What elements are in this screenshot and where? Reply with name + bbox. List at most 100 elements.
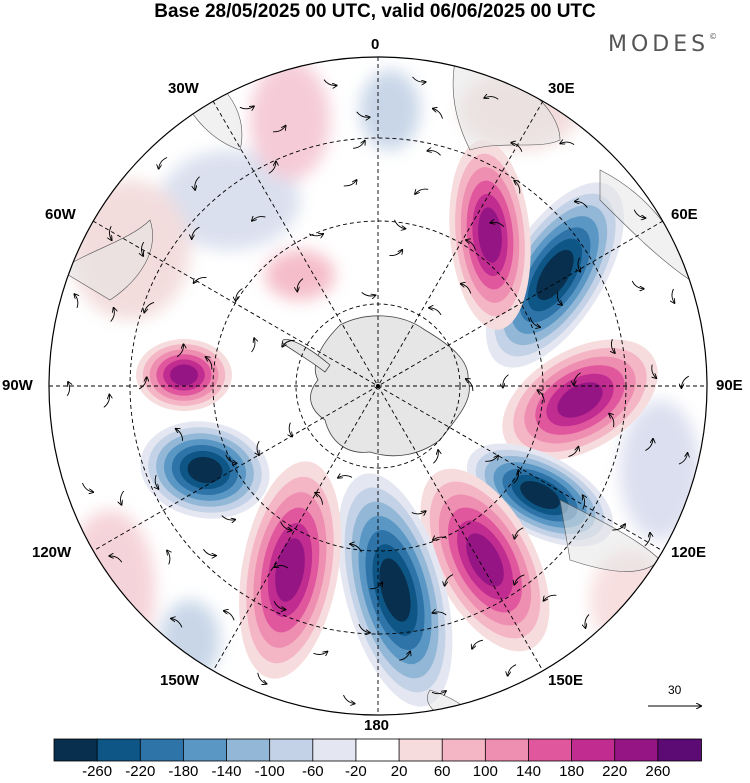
- streamline-arrow: [138, 377, 147, 390]
- colorbar-tick-label: -100: [254, 763, 285, 780]
- streamline-arrow: [82, 482, 94, 492]
- streamline-arrow: [121, 490, 125, 505]
- colorbar-tick-label: 20: [390, 763, 408, 780]
- streamline-arrow: [195, 176, 200, 190]
- streamline-arrow: [257, 672, 267, 684]
- anomaly-center-b: [486, 182, 624, 368]
- streamline-arrow: [224, 611, 235, 621]
- streamline-arrow: [171, 619, 183, 628]
- streamline-arrow: [225, 454, 237, 464]
- streamline-arrow: [466, 240, 476, 251]
- streamline-arrow: [513, 470, 519, 484]
- colorbar-tick-label: -140: [211, 763, 242, 780]
- streamline-arrow: [352, 141, 365, 149]
- streamline-arrow: [110, 308, 115, 322]
- streamline-arrow: [389, 250, 403, 257]
- streamline-arrow: [472, 639, 484, 649]
- map-boundary: [48, 56, 708, 716]
- streamline-arrow: [411, 511, 426, 514]
- lon-label-30e: 30E: [548, 80, 575, 97]
- streamline-arrow: [274, 566, 289, 569]
- streamline-arrow: [194, 276, 207, 283]
- streamline-arrow: [514, 181, 521, 194]
- colorbar-tick-label: -60: [301, 763, 324, 780]
- streamline-arrow: [644, 533, 650, 547]
- streamline-arrow: [338, 476, 353, 478]
- streamline-arrow: [490, 222, 505, 228]
- anomaly-center-d: [502, 339, 658, 461]
- streamline-arrow: [221, 515, 235, 520]
- streamline-arrow: [631, 280, 644, 289]
- streamline-arrow: [109, 225, 111, 240]
- streamline-arrow: [144, 301, 155, 312]
- colorbar-tick-label: -260: [82, 763, 113, 780]
- reference-vector-label: 30: [668, 683, 682, 697]
- antarctic-peninsula: [281, 339, 331, 373]
- streamline-arrow: [358, 624, 370, 633]
- streamline-arrow: [109, 556, 123, 563]
- lon-label-150w: 150W: [160, 672, 200, 689]
- colorbar-tick-label: 220: [602, 763, 628, 780]
- streamline-arrow: [429, 308, 442, 316]
- streamline-arrow: [239, 106, 254, 109]
- anomaly-center-g: [337, 473, 453, 707]
- streamline-arrow: [343, 694, 355, 704]
- streamline-arrow: [514, 574, 525, 585]
- streamline-arrow: [557, 291, 562, 305]
- streamline-arrow: [678, 453, 688, 465]
- anomaly-contour: [536, 249, 574, 301]
- colorbar-tick-label: 100: [472, 763, 498, 780]
- anomaly-center-h: [239, 461, 341, 679]
- streamline-arrow: [529, 317, 540, 327]
- streamline-arrow: [74, 294, 78, 309]
- streamline-arrow: [103, 395, 110, 408]
- streamline-arrow: [432, 612, 447, 616]
- lon-label-90e: 90E: [716, 377, 743, 394]
- colorbar-tick-label: -220: [125, 763, 156, 780]
- anomaly-contour: [170, 364, 198, 386]
- streamline-arrow: [544, 594, 557, 601]
- lon-label-60e: 60E: [671, 206, 698, 223]
- pole-marker: [376, 384, 380, 388]
- anomaly-contour: [478, 207, 502, 263]
- streamline-arrow: [503, 374, 509, 388]
- streamline-arrow: [433, 450, 438, 464]
- streamline-arrow: [484, 97, 499, 100]
- streamline-arrow: [575, 201, 588, 208]
- streamline-arrow: [159, 157, 168, 169]
- streamline-arrow: [176, 429, 184, 441]
- streamline-arrow: [445, 574, 454, 586]
- streamline-arrow: [415, 188, 429, 194]
- streamline-arrow: [155, 474, 158, 489]
- streamline-arrow: [466, 379, 474, 392]
- streamline-arrow: [399, 651, 410, 661]
- streamline-arrow: [141, 241, 145, 256]
- streamline-arrow: [361, 292, 376, 296]
- colorbar-tick-label: 60: [433, 763, 451, 780]
- streamline-arrow: [289, 422, 292, 437]
- colorbar-tick-label: 260: [645, 763, 671, 780]
- streamline-arrow: [574, 372, 581, 385]
- streamline-arrow: [578, 257, 580, 272]
- streamline-arrow: [203, 548, 216, 555]
- streamline-arrow: [272, 126, 286, 133]
- streamline-arrow: [672, 288, 675, 303]
- streamline-arrow: [652, 364, 657, 378]
- streamline-arrow: [273, 601, 285, 609]
- lon-label-30w: 30W: [168, 80, 199, 97]
- streamline-arrow: [297, 278, 304, 292]
- streamline-arrow: [433, 109, 443, 119]
- brand-logo: MODES©: [608, 32, 717, 57]
- streamline-arrow: [206, 357, 213, 370]
- streamline-arrow: [313, 652, 328, 655]
- lon-label-120w: 120W: [32, 544, 72, 561]
- streamline-arrow: [508, 664, 517, 676]
- streamline-arrow: [645, 439, 653, 451]
- streamline-arrow: [433, 537, 447, 540]
- lon-label-90w: 90W: [2, 377, 33, 394]
- lon-label-180: 180: [364, 717, 390, 734]
- streamline-arrow: [568, 447, 578, 457]
- streamline-arrow: [343, 180, 357, 187]
- anomaly-contour: [557, 382, 603, 418]
